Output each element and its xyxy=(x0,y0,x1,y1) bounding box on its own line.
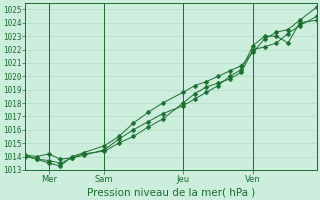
X-axis label: Pression niveau de la mer( hPa ): Pression niveau de la mer( hPa ) xyxy=(87,187,255,197)
